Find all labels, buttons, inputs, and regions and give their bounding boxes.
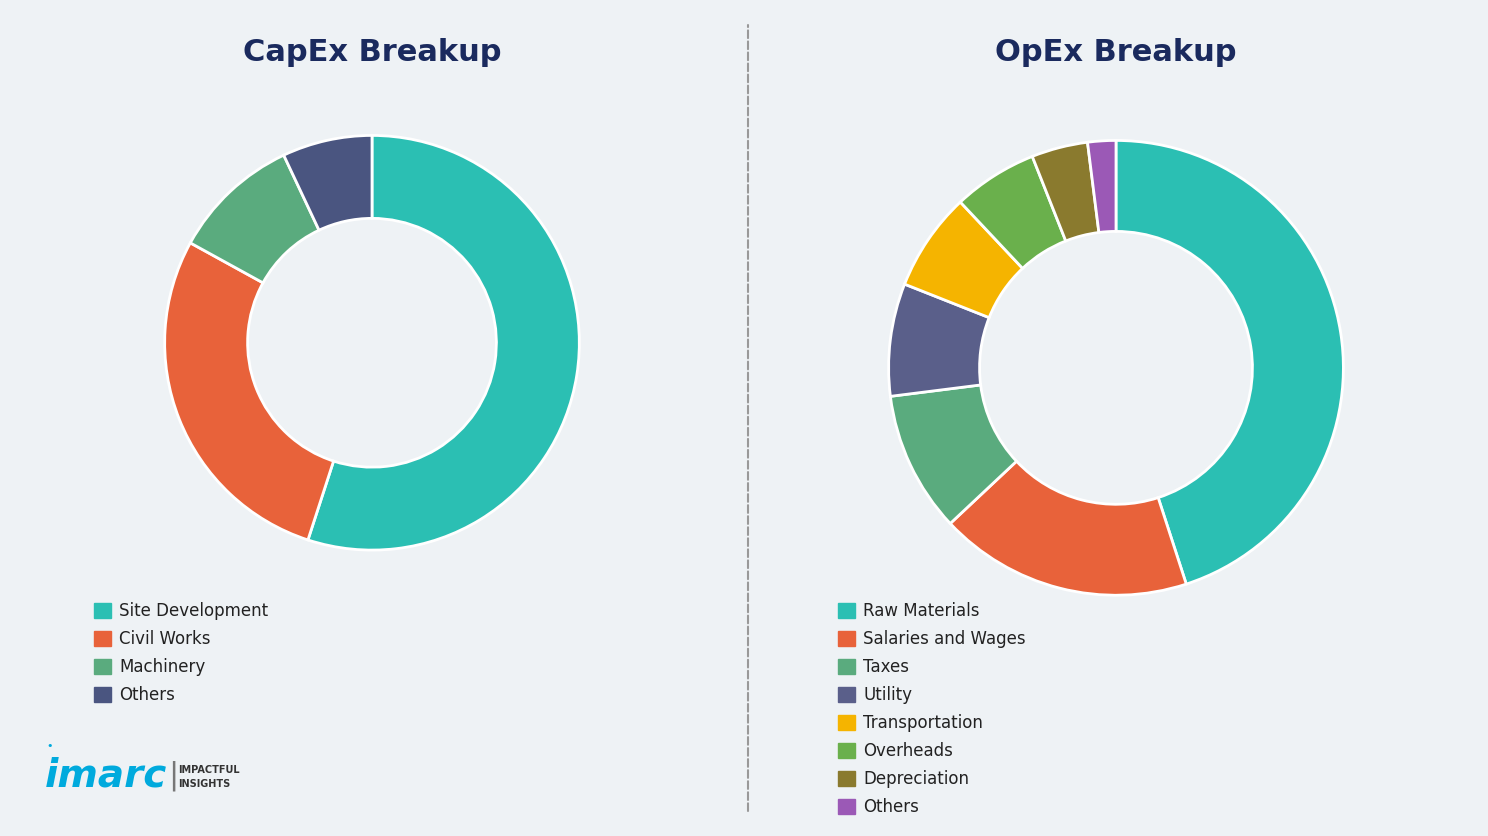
- Wedge shape: [890, 385, 1016, 523]
- Legend: Raw Materials, Salaries and Wages, Taxes, Utility, Transportation, Overheads, De: Raw Materials, Salaries and Wages, Taxes…: [830, 594, 1034, 824]
- Wedge shape: [190, 155, 318, 283]
- Text: •: •: [48, 741, 54, 751]
- Title: CapEx Breakup: CapEx Breakup: [243, 38, 501, 68]
- Text: IMPACTFUL: IMPACTFUL: [179, 765, 240, 775]
- Text: INSIGHTS: INSIGHTS: [179, 779, 231, 789]
- Wedge shape: [165, 243, 333, 540]
- Wedge shape: [960, 156, 1065, 268]
- Wedge shape: [905, 202, 1022, 318]
- Text: |: |: [168, 761, 179, 791]
- Wedge shape: [308, 135, 579, 550]
- Wedge shape: [888, 284, 990, 396]
- Wedge shape: [284, 135, 372, 230]
- Text: imarc: imarc: [45, 757, 167, 795]
- Title: OpEx Breakup: OpEx Breakup: [995, 38, 1237, 68]
- Wedge shape: [1033, 142, 1100, 241]
- Legend: Site Development, Civil Works, Machinery, Others: Site Development, Civil Works, Machinery…: [86, 594, 277, 712]
- Wedge shape: [951, 461, 1186, 595]
- Wedge shape: [1116, 140, 1344, 584]
- Wedge shape: [1088, 140, 1116, 232]
